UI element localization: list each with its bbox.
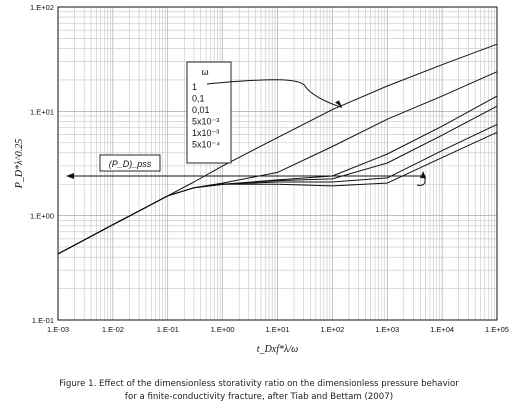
y-tick-labels: 1.E-01 1.E+00 1.E+01 1.E+02 <box>30 3 54 325</box>
pd-pss-label: (P_D)_pss <box>109 159 152 169</box>
omega-value-label: 1 <box>192 82 197 92</box>
omega-value-label: 5x10⁻⁴ <box>192 140 220 150</box>
omega-arrow <box>206 79 343 108</box>
omega-legend-box <box>186 61 232 164</box>
omega-arrowhead <box>335 100 343 108</box>
caption-line-1: Figure 1. Effect of the dimensionless st… <box>59 379 459 389</box>
pd-pss-arrowhead <box>66 172 74 179</box>
x-tick-label: 1.E-02 <box>102 325 124 334</box>
y-tick-label: 1.E+01 <box>30 107 54 116</box>
series-line-5 <box>57 131 498 255</box>
axis-labels: t_Dxf*λ/ω P_D*λ^0.25 <box>14 139 298 355</box>
omega-symbol: ω <box>201 67 208 77</box>
caption-line-2: for a finite-conductivity fracture, afte… <box>124 392 394 402</box>
x-axis-label: t_Dxf*λ/ω <box>257 344 298 355</box>
omega-value-label: 0,01 <box>192 105 210 115</box>
x-tick-label: 1.E+04 <box>430 325 454 334</box>
y-tick-label: 1.E+00 <box>30 212 54 221</box>
hook-arrowhead <box>420 171 427 179</box>
x-tick-label: 1.E-03 <box>47 325 69 334</box>
omega-value-label: 0,1 <box>192 94 205 104</box>
y-tick-label: 1.E-01 <box>32 316 54 325</box>
y-tick-label: 1.E+02 <box>30 3 54 12</box>
x-tick-labels: 1.E-03 1.E-02 1.E-01 1.E+00 1.E+01 1.E+02 1.E+… <box>47 325 509 334</box>
omega-value-label: 5x10⁻³ <box>192 117 219 127</box>
x-tick-label: 1.E+05 <box>485 325 509 334</box>
plot-frame <box>57 6 498 321</box>
x-tick-label: 1.E+01 <box>266 325 290 334</box>
pd-pss-box <box>99 154 161 172</box>
x-tick-label: 1.E-01 <box>157 325 179 334</box>
x-tick-label: 1.E+02 <box>320 325 344 334</box>
x-tick-label: 1.E+00 <box>211 325 235 334</box>
series-layer <box>57 43 498 255</box>
figure-caption: Figure 1. Effect of the dimensionless st… <box>0 378 518 404</box>
omega-value-label: 1x10⁻³ <box>192 128 219 138</box>
y-axis-label: P_D*λ^0.25 <box>14 139 25 189</box>
x-tick-label: 1.E+03 <box>375 325 399 334</box>
